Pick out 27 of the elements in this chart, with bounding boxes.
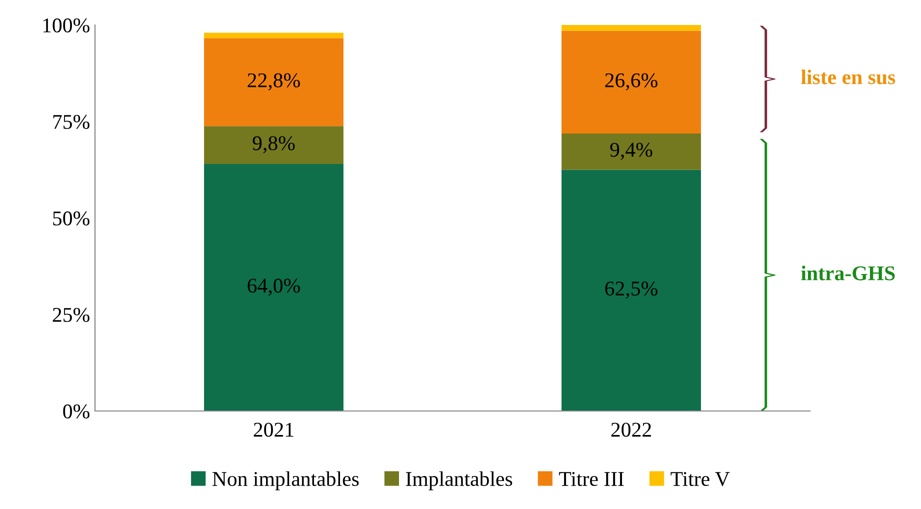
legend-label: Titre V: [670, 472, 730, 486]
data-label: 22,8%: [248, 73, 300, 90]
y-tick-label: 100%: [43, 18, 90, 32]
legend-label: Titre III: [559, 472, 624, 486]
bar: [562, 25, 701, 31]
legend-label: Implantables: [406, 471, 512, 490]
annotation: liste en sus: [801, 70, 896, 84]
bar: [562, 30, 701, 134]
data-label: 62,5%: [605, 282, 658, 299]
bar: [562, 170, 701, 411]
bar: [204, 32, 344, 38]
x-tick-label: 2021: [254, 422, 294, 437]
y-tick-label: 50%: [53, 211, 90, 226]
bar: [204, 126, 344, 164]
data-label: 9,4%: [610, 142, 652, 160]
bar: [562, 133, 701, 170]
y-tick-label: 0%: [63, 404, 90, 418]
bar: [204, 38, 344, 126]
data-label: 9,8%: [252, 136, 295, 154]
annotation: intra-GHS: [801, 266, 895, 280]
legend-label: Non implantables: [212, 471, 359, 490]
data-label: 26,6%: [605, 73, 658, 90]
y-tick-label: 75%: [53, 114, 90, 129]
bar: [204, 164, 344, 411]
data-label: 64,0%: [248, 278, 300, 296]
y-tick-label: 25%: [52, 308, 90, 322]
x-tick-label: 2022: [611, 422, 651, 437]
